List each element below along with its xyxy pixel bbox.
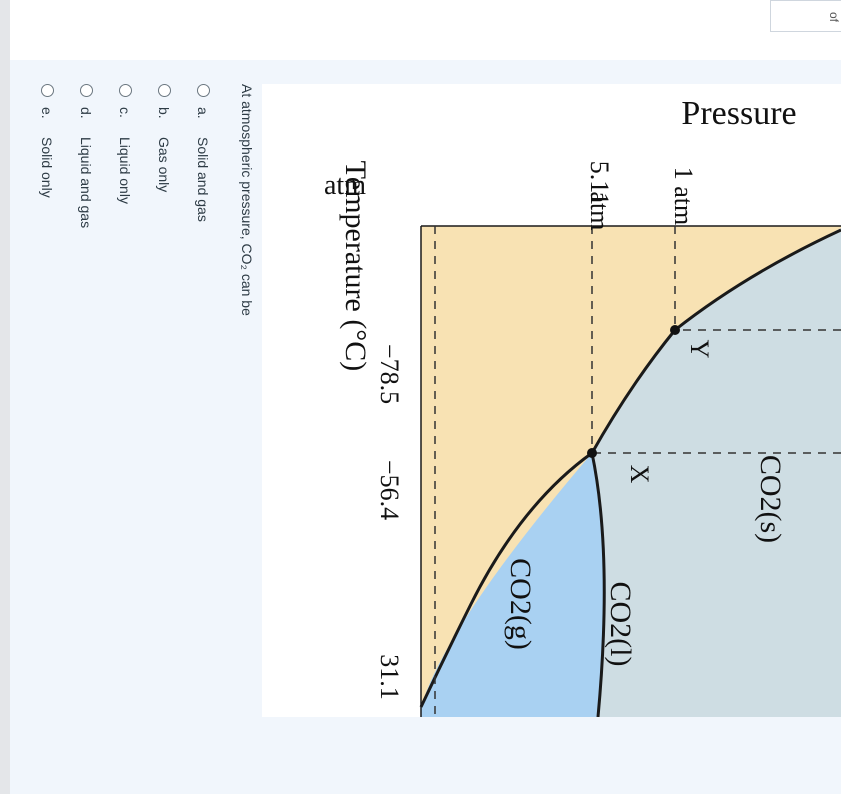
option-letter: a. xyxy=(195,107,212,119)
option-label: Liquid and gas xyxy=(78,137,95,229)
question-text: At atmospheric pressure, CO₂ can be xyxy=(239,84,255,316)
option-label: Solid only xyxy=(39,137,56,198)
option-label: Solid and gas xyxy=(195,137,212,222)
option-c[interactable]: c. Liquid only xyxy=(106,84,145,484)
option-label: Liquid only xyxy=(117,137,134,204)
label-liquid: CO2(l) xyxy=(604,582,637,667)
radio-a[interactable] xyxy=(197,84,210,97)
temperature-axis-label: Temperature (°C) xyxy=(339,161,372,372)
radio-e[interactable] xyxy=(41,84,54,97)
pressure-tick-1atm: 1 atm xyxy=(669,167,698,226)
phase-diagram-figure: Pressure atm 5.11 atm 1 atm Temperature (°C) −… xyxy=(262,84,841,717)
label-x: X xyxy=(625,465,654,484)
option-e[interactable]: e. Solid only xyxy=(28,84,67,484)
label-solid: CO2(s) xyxy=(754,455,787,543)
solid-region xyxy=(592,226,841,717)
melting-curve xyxy=(590,452,606,717)
label-y: Y xyxy=(685,340,714,359)
pressure-tick-5-11-a: 5.11 xyxy=(585,161,614,206)
option-d[interactable]: d. Liquid and gas xyxy=(67,84,106,484)
liquid-region xyxy=(421,453,606,717)
temp-tick-78-5: −78.5 xyxy=(375,344,404,404)
option-letter: e. xyxy=(39,107,56,119)
option-label: Gas only xyxy=(156,137,173,193)
option-letter: b. xyxy=(156,107,173,119)
radio-d[interactable] xyxy=(80,84,93,97)
page-counter-box: of xyxy=(770,0,841,32)
option-a[interactable]: a. Solid and gas xyxy=(184,84,223,484)
answer-options: a. Solid and gas b. Gas only c. Liquid o… xyxy=(28,84,223,484)
radio-c[interactable] xyxy=(119,84,132,97)
page-counter-text: of xyxy=(827,11,841,22)
vaporization-curve xyxy=(419,451,593,708)
label-gas: CO2(g) xyxy=(504,558,537,650)
pressure-tick-5-11-b: atm xyxy=(585,192,614,231)
temp-tick-56-4: −56.4 xyxy=(375,460,404,520)
point-y xyxy=(670,325,680,335)
pressure-tick-top: atm xyxy=(324,170,366,201)
option-letter: d. xyxy=(78,107,95,119)
temp-tick-31-1: 31.1 xyxy=(375,654,404,700)
option-letter: c. xyxy=(117,107,134,118)
pressure-axis-label: Pressure xyxy=(681,95,796,132)
page-edge xyxy=(0,0,10,794)
option-b[interactable]: b. Gas only xyxy=(145,84,184,484)
point-x xyxy=(587,448,597,458)
radio-b[interactable] xyxy=(158,84,171,97)
